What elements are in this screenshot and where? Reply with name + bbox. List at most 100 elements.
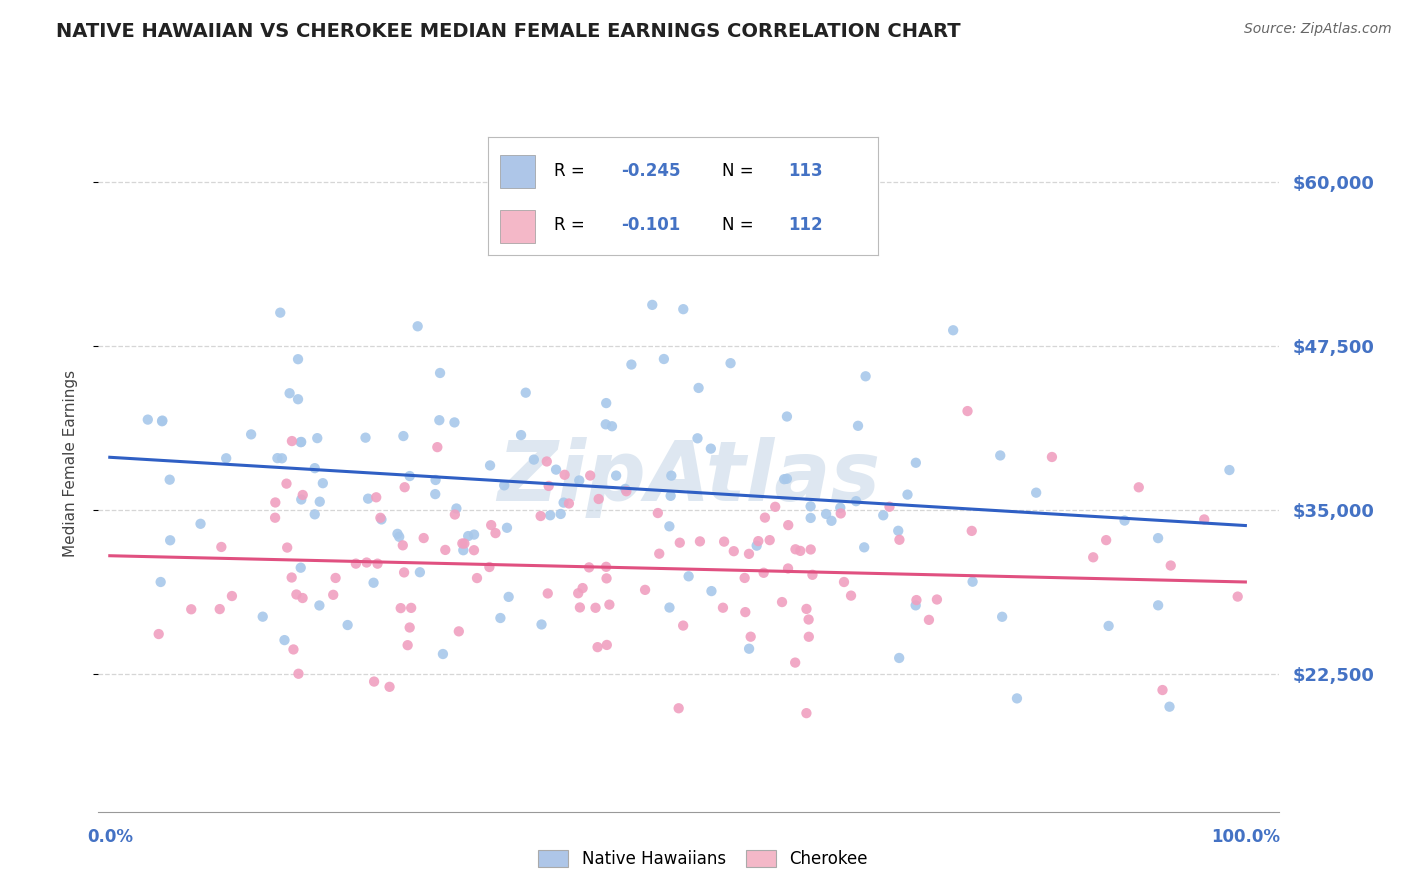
Point <box>734 571 756 585</box>
Point <box>796 602 818 616</box>
Point <box>553 495 575 509</box>
Point <box>447 624 470 639</box>
Point <box>307 431 329 445</box>
Point <box>579 468 602 483</box>
Point <box>523 452 546 467</box>
Point <box>571 581 593 595</box>
Point <box>283 642 305 657</box>
Point <box>740 630 762 644</box>
Point <box>354 431 377 445</box>
Point <box>159 533 181 548</box>
Point <box>427 413 450 427</box>
Point <box>785 542 807 557</box>
Point <box>830 500 852 515</box>
Point <box>446 501 468 516</box>
Point <box>308 599 330 613</box>
Point <box>558 496 581 510</box>
Point <box>686 431 709 445</box>
Point <box>585 600 607 615</box>
Point <box>443 416 465 430</box>
Point <box>652 351 675 366</box>
Point <box>889 533 911 547</box>
Point <box>658 519 681 533</box>
Point <box>1147 531 1170 545</box>
Point <box>776 561 799 575</box>
Point <box>544 463 567 477</box>
Point <box>425 473 447 487</box>
Point <box>453 536 475 550</box>
Point <box>1218 463 1240 477</box>
Point <box>723 544 745 558</box>
Point <box>290 560 312 574</box>
Point <box>614 482 637 496</box>
Point <box>887 524 910 538</box>
Point <box>796 706 818 720</box>
Point <box>773 472 796 486</box>
Point <box>672 618 695 632</box>
Point <box>312 476 335 491</box>
Point <box>800 500 823 514</box>
Point <box>264 510 287 524</box>
Point <box>387 526 409 541</box>
Point <box>648 547 671 561</box>
Point <box>280 570 302 584</box>
Y-axis label: Median Female Earnings: Median Female Earnings <box>63 370 77 558</box>
Point <box>530 617 553 632</box>
Point <box>550 507 572 521</box>
Point <box>596 638 619 652</box>
Point <box>1147 599 1170 613</box>
Point <box>484 526 506 541</box>
Point <box>180 602 202 616</box>
Point <box>568 474 591 488</box>
Point <box>489 611 512 625</box>
Point <box>399 600 422 615</box>
Point <box>832 574 855 589</box>
Point <box>271 451 294 466</box>
Point <box>672 302 695 317</box>
Point <box>392 566 415 580</box>
Point <box>150 414 173 428</box>
Point <box>797 613 820 627</box>
Point <box>269 306 291 320</box>
Point <box>960 524 983 538</box>
Point <box>918 613 941 627</box>
Point <box>688 381 710 395</box>
Point <box>304 461 326 475</box>
Point <box>209 540 232 554</box>
Point <box>409 566 432 580</box>
Point <box>800 542 823 557</box>
Point <box>398 469 420 483</box>
Point <box>754 510 776 524</box>
Point <box>689 534 711 549</box>
Point <box>287 392 309 407</box>
Point <box>778 518 800 533</box>
Point <box>711 600 734 615</box>
Point <box>148 627 170 641</box>
Point <box>658 600 681 615</box>
Point <box>659 489 682 503</box>
Point <box>378 680 401 694</box>
Point <box>530 509 553 524</box>
Point <box>738 547 761 561</box>
Point <box>668 535 690 549</box>
Point <box>273 633 295 648</box>
Point <box>429 366 451 380</box>
Point <box>942 323 965 337</box>
Point <box>391 538 413 552</box>
Point <box>240 427 263 442</box>
Point <box>820 514 842 528</box>
Point <box>620 358 643 372</box>
Point <box>356 556 378 570</box>
Point <box>367 557 389 571</box>
Point <box>800 511 823 525</box>
Point <box>889 651 911 665</box>
Point <box>668 701 690 715</box>
Point <box>451 536 474 550</box>
Point <box>1005 691 1028 706</box>
Point <box>853 541 876 555</box>
Point <box>287 666 309 681</box>
Point <box>308 494 330 508</box>
Point <box>463 527 485 541</box>
Point <box>785 656 807 670</box>
Point <box>1159 699 1181 714</box>
